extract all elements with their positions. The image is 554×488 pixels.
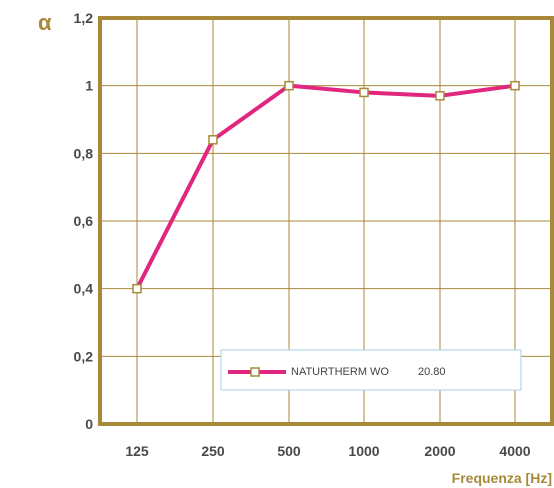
data-point: [510, 80, 520, 91]
y-tick-label: 1: [85, 78, 93, 94]
x-tick-label: 2000: [424, 443, 455, 459]
x-tick-label: 4000: [499, 443, 530, 459]
series: [132, 80, 520, 294]
y-axis-label: α: [38, 10, 52, 35]
y-tick-label: 1,2: [74, 10, 94, 26]
x-axis-ticks: 125 250 500 1000 2000 4000: [125, 443, 530, 459]
x-tick-label: 500: [277, 443, 301, 459]
data-point: [359, 87, 369, 98]
data-point: [208, 135, 218, 145]
y-tick-label: 0,4: [74, 281, 94, 297]
y-axis-ticks: 0 0,2 0,4 0,6 0,8 1 1,2: [74, 10, 94, 432]
plot-frame: [98, 16, 554, 426]
data-point: [132, 283, 142, 294]
legend-series-value: 20.80: [418, 366, 446, 378]
legend: NATURTHERM WO 20.80: [220, 349, 522, 391]
y-tick-label: 0,8: [74, 145, 94, 161]
x-tick-label: 250: [201, 443, 225, 459]
data-point: [284, 80, 294, 91]
data-point: [435, 91, 445, 101]
series-line: [135, 83, 516, 290]
y-tick-label: 0,6: [74, 213, 94, 229]
legend-marker: [250, 367, 260, 377]
x-tick-label: 125: [125, 443, 149, 459]
y-tick-label: 0,2: [74, 348, 94, 364]
x-tick-label: 1000: [348, 443, 379, 459]
legend-series-name: NATURTHERM WO: [291, 366, 389, 378]
x-axis-label: Frequenza [Hz]: [452, 470, 552, 486]
y-tick-label: 0: [85, 416, 93, 432]
